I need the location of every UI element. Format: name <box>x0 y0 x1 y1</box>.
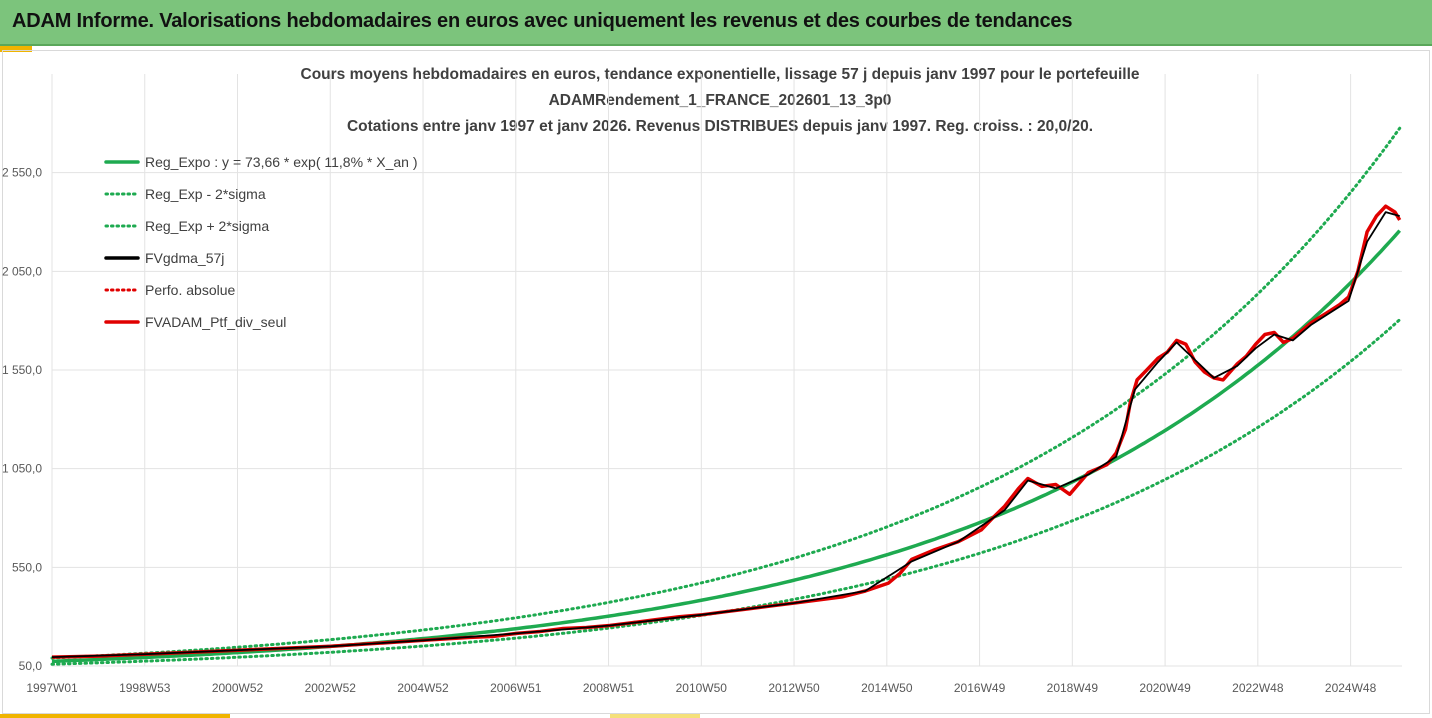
header-banner: ADAM Informe. Valorisations hebdomadaire… <box>0 0 1432 46</box>
gridlines <box>51 74 1402 667</box>
legend-entry: Reg_Exp + 2*sigma <box>145 218 269 234</box>
accent-bar-top <box>0 46 32 52</box>
series-line-fvadam <box>51 204 1402 659</box>
chart-frame <box>2 50 1430 714</box>
x-tick-label: 2002W52 <box>305 681 357 695</box>
x-tick-label: 1997W01 <box>26 681 78 695</box>
accent-bar-bottom <box>0 714 230 718</box>
chart-title-line-1: Cours moyens hebdomadaires en euros, ten… <box>300 66 1140 83</box>
y-tick-label: 550,0 <box>12 560 42 574</box>
x-axis-ticks: 1997W01 1998W53 2000W52 2002W52 2004W52 2006W… <box>26 681 1376 695</box>
x-tick-label: 2016W49 <box>954 681 1006 695</box>
y-tick-label: 50,0 <box>19 659 43 673</box>
x-tick-label: 2010W50 <box>676 681 728 695</box>
x-tick-label: 2000W52 <box>212 681 264 695</box>
legend-entry: Reg_Expo : y = 73,66 * exp( 11,8% * X_an… <box>145 154 418 170</box>
x-tick-label: 2014W50 <box>861 681 913 695</box>
series-lines <box>50 126 1402 666</box>
y-tick-label: 2 550,0 <box>2 166 42 180</box>
chart-title-line-2: ADAMRendement_1_FRANCE_202601_13_3p0 <box>548 92 892 109</box>
x-tick-label: 1998W53 <box>119 681 171 695</box>
x-tick-label: 2006W51 <box>490 681 542 695</box>
x-tick-label: 2008W51 <box>583 681 635 695</box>
legend-entry: Perfo. absolue <box>145 282 235 298</box>
series-line-upper-2sigma <box>50 126 1402 660</box>
legend: Reg_Expo : y = 73,66 * exp( 11,8% * X_an… <box>104 154 418 330</box>
x-tick-label: 2024W48 <box>1325 681 1377 695</box>
series-line-fvgdma <box>51 211 1400 658</box>
x-tick-label: 2004W52 <box>397 681 449 695</box>
y-tick-label: 1 050,0 <box>2 462 42 476</box>
legend-entry: Reg_Exp - 2*sigma <box>145 186 266 202</box>
y-tick-label: 2 050,0 <box>2 264 42 278</box>
x-tick-label: 2022W48 <box>1232 681 1284 695</box>
accent-bar-bottom-2 <box>610 714 700 718</box>
x-tick-label: 2020W49 <box>1139 681 1191 695</box>
x-tick-label: 2018W49 <box>1047 681 1099 695</box>
x-tick-label: 2012W50 <box>768 681 820 695</box>
legend-entry: FVgdma_57j <box>145 250 224 266</box>
page-title: ADAM Informe. Valorisations hebdomadaire… <box>12 10 1073 32</box>
series-line-reg-expo <box>51 229 1402 664</box>
y-axis-ticks: 50,0 550,0 1 050,0 1 550,0 2 050,0 2 550,0 <box>2 166 42 673</box>
legend-entry: FVADAM_Ptf_div_seul <box>145 314 286 330</box>
chart-title-line-3: Cotations entre janv 1997 et janv 2026. … <box>346 118 1094 135</box>
y-tick-label: 1 550,0 <box>2 363 42 377</box>
